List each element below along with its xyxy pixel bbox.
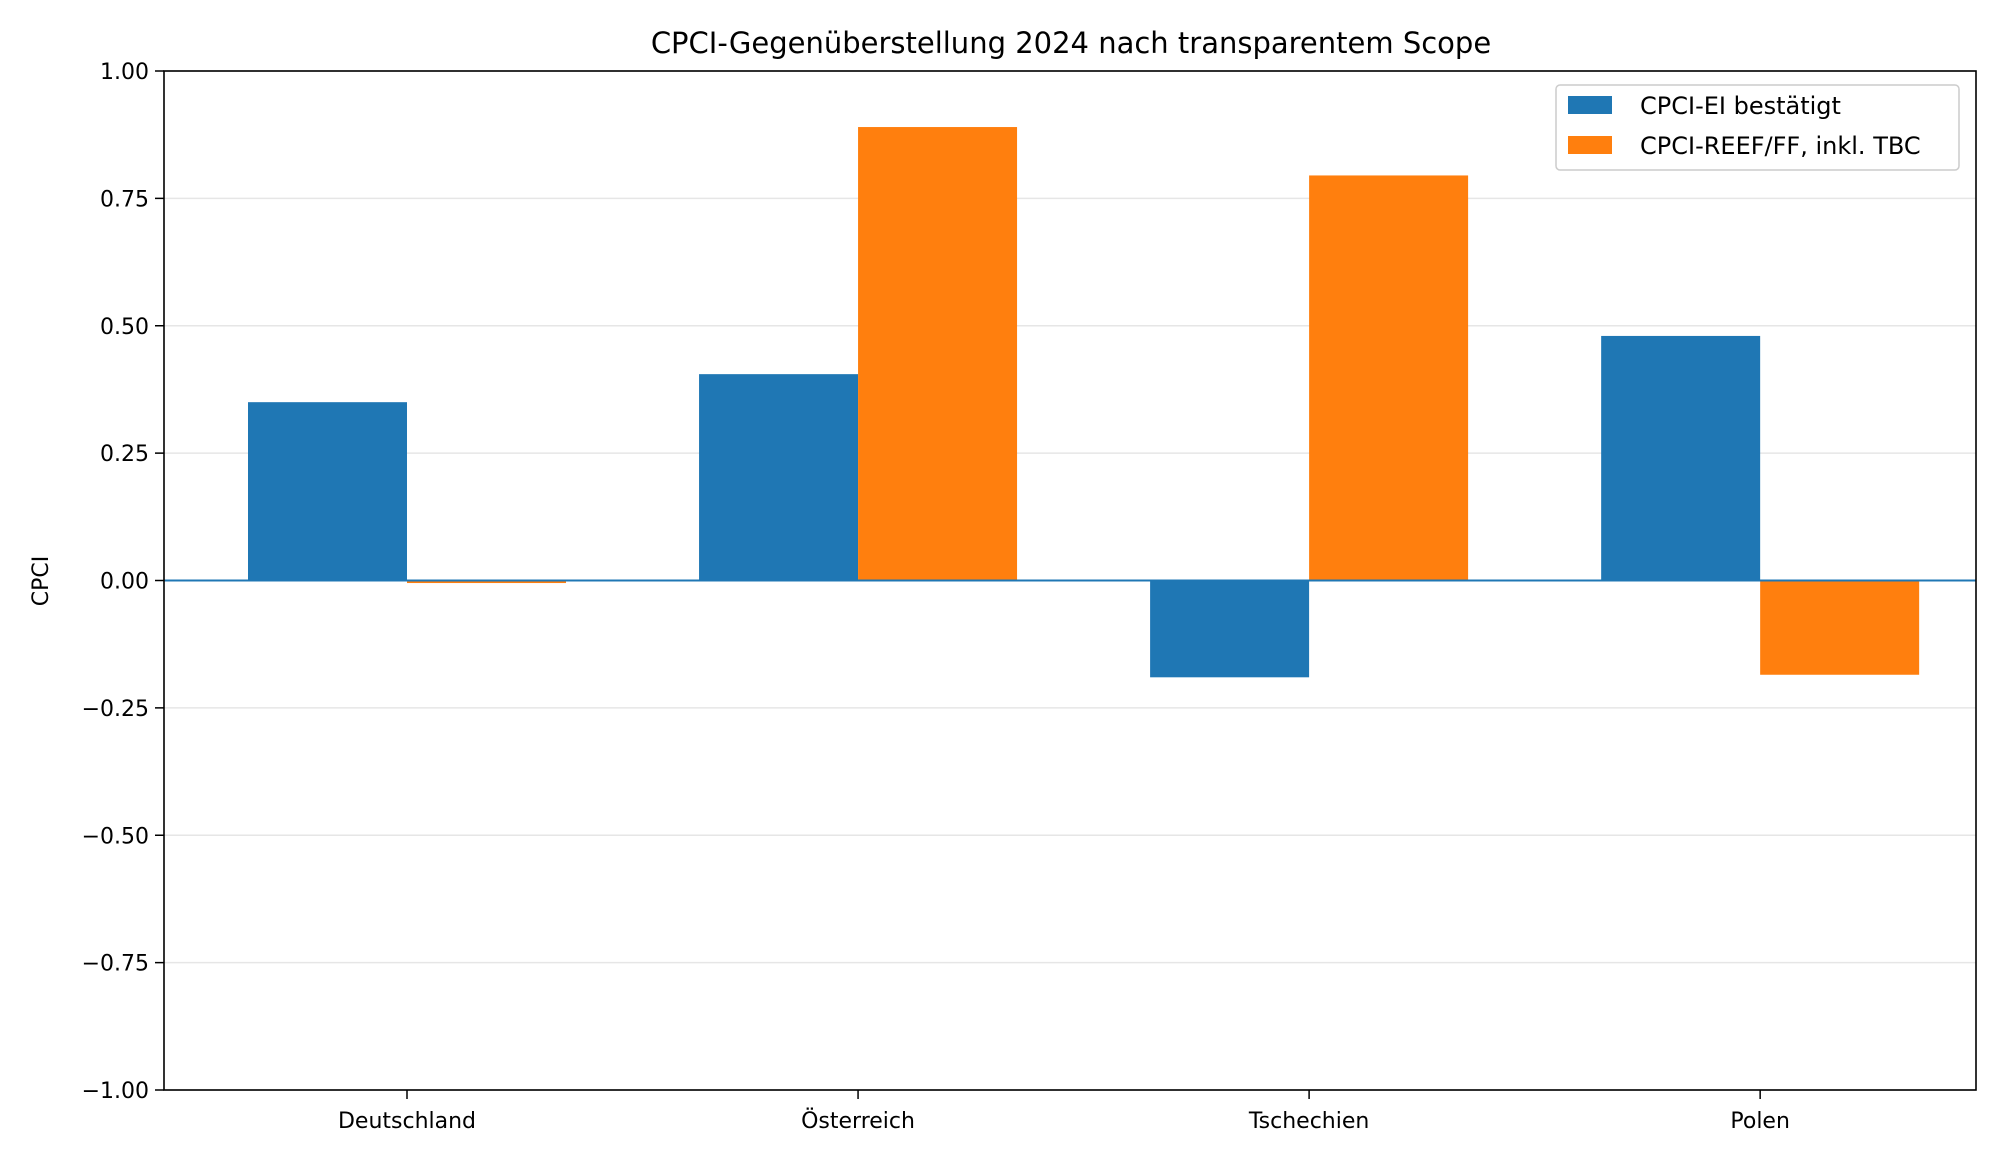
y-axis-label: CPCI	[29, 556, 54, 606]
bar-series-2-österreich	[858, 127, 1018, 581]
bar-series-1-deutschland	[248, 402, 407, 581]
x-tick-label: Tschechien	[1248, 1109, 1369, 1134]
x-tick-label: Österreich	[801, 1108, 915, 1134]
y-tick-label: 0.25	[100, 442, 149, 467]
bar-series-1-polen	[1601, 335, 1761, 581]
legend-label-series-1: CPCI-EI bestätigt	[1640, 92, 1841, 120]
x-tick-label: Deutschland	[338, 1109, 476, 1134]
bar-series-1-österreich	[699, 374, 859, 581]
chart-title: CPCI-Gegenüberstellung 2024 nach transpa…	[651, 26, 1491, 60]
y-tick-label: 0.75	[100, 187, 149, 212]
y-tick-label: −0.75	[82, 952, 149, 977]
y-tick-label: −1.00	[82, 1079, 149, 1104]
bar-series-1-tschechien	[1150, 580, 1310, 678]
y-tick-label: 1.00	[100, 60, 149, 85]
legend-label-series-2: CPCI-REEF/FF, inkl. TBC	[1640, 132, 1921, 160]
y-tick-label: 0.50	[100, 315, 149, 340]
legend-box	[1555, 84, 1960, 171]
x-tick-label: Polen	[1730, 1109, 1790, 1134]
y-tick-label: −0.25	[82, 697, 149, 722]
x-axis: Deutschland Österreich Tschechien Polen	[338, 1090, 1790, 1134]
y-axis: 1.00 0.75 0.50 0.25 0.00 −0.25 −0.50 −0.75 −1.00	[82, 60, 164, 1104]
bars	[248, 127, 1920, 678]
y-tick-label: 0.00	[100, 570, 149, 595]
bar-series-2-polen	[1760, 580, 1920, 675]
legend-swatch-series-2	[1568, 136, 1612, 154]
legend: CPCI-EI bestätigt CPCI-REEF/FF, inkl. TB…	[1555, 84, 1960, 171]
bar-series-2-deutschland	[407, 580, 566, 584]
bar-series-2-tschechien	[1309, 175, 1469, 581]
legend-swatch-series-1	[1568, 96, 1612, 114]
y-tick-label: −0.50	[82, 824, 149, 849]
